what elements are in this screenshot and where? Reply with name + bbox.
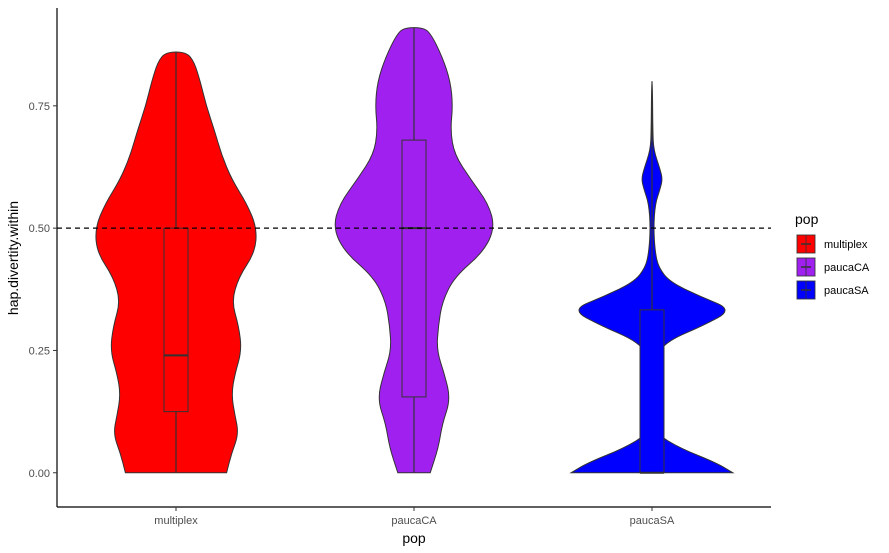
x-tick-label: paucaCA [391, 515, 437, 527]
legend: pop multiplex paucaCA paucaSA [795, 211, 870, 300]
x-ticks: multiplex paucaCA paucaSA [154, 507, 675, 527]
box-paucaSA [639, 309, 665, 474]
box-multiplex [163, 227, 189, 413]
y-tick-label: 0.50 [29, 223, 50, 235]
y-ticks: 0.00 0.25 0.50 0.75 [29, 101, 57, 480]
y-axis-title: hap.divertity.within [5, 201, 21, 315]
y-tick-label: 0.75 [29, 101, 50, 113]
legend-items: multiplex paucaCA paucaSA [796, 234, 870, 300]
x-tick-label: multiplex [154, 515, 198, 527]
x-axis-title: pop [402, 530, 426, 546]
legend-label-paucaCA: paucaCA [824, 262, 870, 274]
box-paucaCA [401, 139, 427, 398]
legend-title: pop [795, 211, 819, 227]
y-tick-label: 0.00 [29, 468, 50, 480]
y-tick-label: 0.25 [29, 345, 50, 357]
plot-area [57, 27, 771, 474]
legend-label-multiplex: multiplex [824, 239, 868, 251]
legend-label-paucaSA: paucaSA [824, 285, 869, 297]
x-tick-label: paucaSA [630, 515, 675, 527]
